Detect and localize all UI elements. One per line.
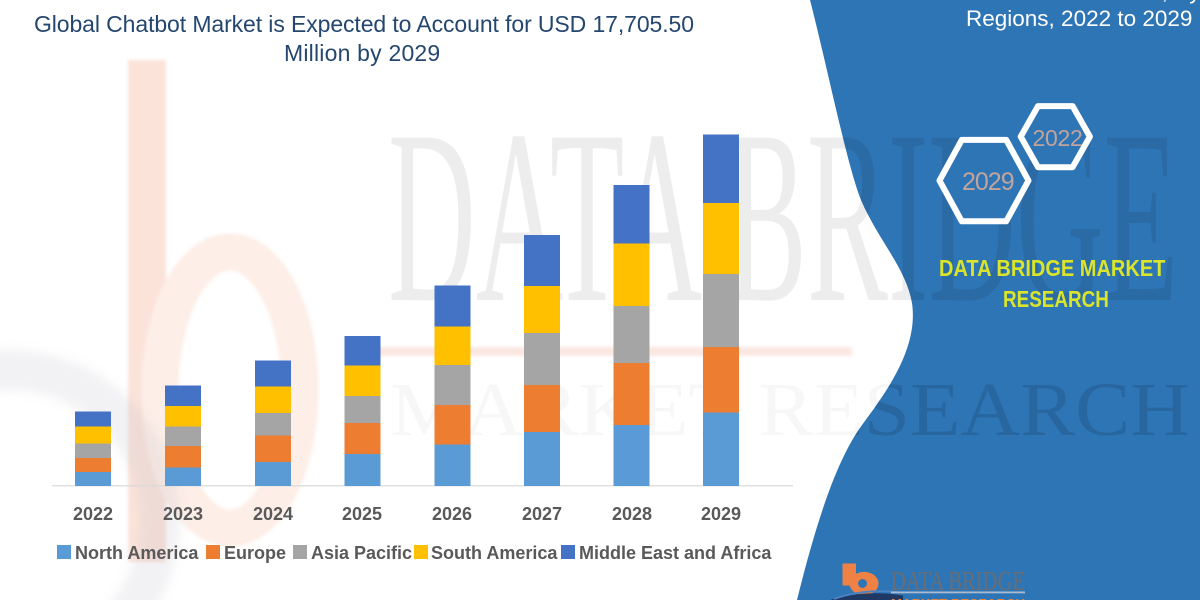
svg-text:MARKET RESEARCH: MARKET RESEARCH (891, 596, 1025, 600)
svg-text:DATA BRIDGE: DATA BRIDGE (891, 566, 1025, 596)
